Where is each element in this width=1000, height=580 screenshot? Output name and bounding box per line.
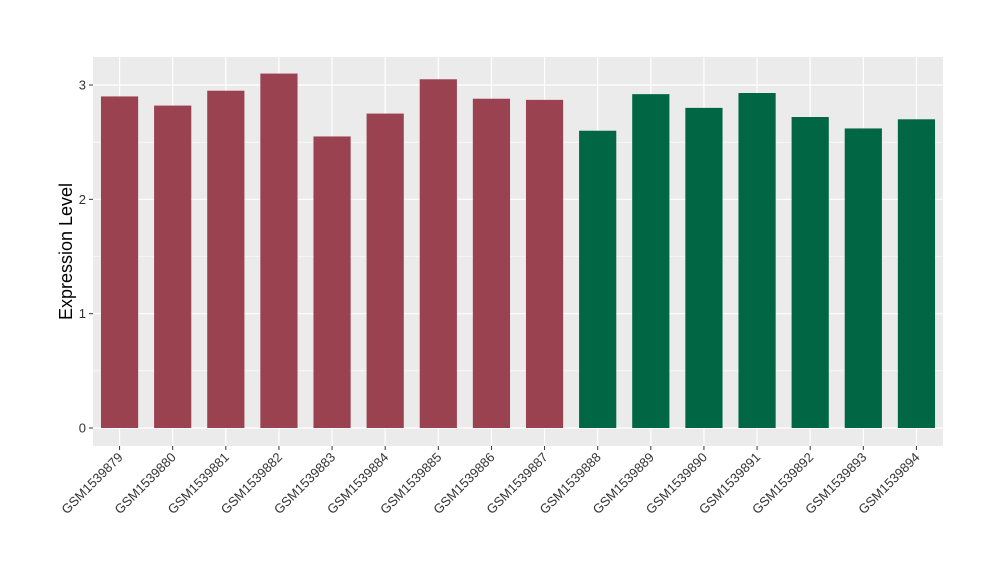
y-tick-label: 3 (79, 78, 86, 93)
bar-GSM1539882 (260, 73, 298, 429)
bar-GSM1539884 (366, 113, 404, 428)
bar-GSM1539890 (685, 107, 723, 428)
bar-GSM1539892 (791, 117, 829, 428)
bar-GSM1539894 (897, 119, 936, 429)
y-axis-title: Expression Level (56, 183, 76, 320)
bar-GSM1539881 (207, 90, 245, 428)
y-tick-label: 0 (79, 421, 86, 436)
bar-GSM1539889 (632, 94, 670, 428)
bar-GSM1539891 (738, 93, 776, 429)
y-axis: 0 1 2 3 (79, 78, 93, 436)
bar-GSM1539886 (472, 98, 511, 428)
bar-GSM1539879 (100, 96, 139, 428)
bar-GSM1539893 (844, 128, 882, 429)
bars (100, 73, 936, 429)
bar-GSM1539883 (313, 136, 351, 428)
bar-GSM1539888 (579, 130, 617, 428)
x-axis: GSM1539879GSM1539880GSM1539881GSM1539882… (58, 446, 923, 517)
y-tick-label: 2 (79, 192, 86, 207)
bar-GSM1539885 (419, 79, 457, 429)
bar-GSM1539887 (525, 99, 564, 428)
bar-GSM1539880 (154, 105, 192, 428)
y-tick-label: 1 (79, 306, 86, 321)
